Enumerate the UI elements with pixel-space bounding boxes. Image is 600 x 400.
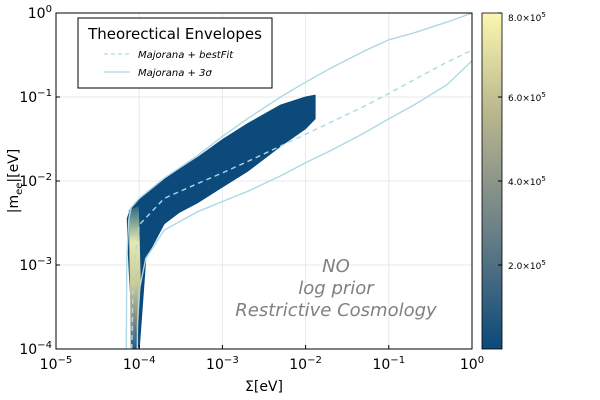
colorbar-tick-label: 4.0×105 (508, 175, 546, 188)
y-axis-label: |mee|[eV] (6, 149, 25, 214)
y-tick-label: 10−2 (19, 172, 52, 190)
annotation-line-3: Restrictive Cosmology (235, 300, 437, 321)
envelope-3sigma-line-2 (136, 60, 472, 349)
legend-entry-bestfit: Majorana + bestFit (138, 50, 234, 61)
x-tick-label: 10−5 (40, 355, 73, 373)
x-tick-label: 100 (460, 355, 484, 373)
y-tick-label: 10−1 (19, 88, 52, 106)
annotation-line-2: log prior (298, 278, 375, 299)
y-tick-label: 10−3 (19, 256, 52, 274)
envelope-3sigma-line-1 (125, 13, 472, 349)
x-axis-label: Σ[eV] (245, 379, 283, 395)
legend: Theorectical Envelopes Majorana + bestFi… (77, 17, 273, 89)
y-axis: 10−4 10−3 10−2 10−1 100 (19, 4, 60, 358)
legend-title: Theorectical Envelopes (87, 25, 262, 43)
x-tick-label: 10−4 (123, 355, 156, 373)
x-tick-label: 10−1 (372, 355, 405, 373)
colorbar-tick-label: 6.0×105 (508, 91, 546, 104)
x-tick-label: 10−2 (289, 355, 322, 373)
colorbar-tick-label: 2.0×105 (508, 259, 546, 272)
legend-entry-3sigma: Majorana + 3σ (138, 68, 212, 79)
annotation-line-1: NO (322, 256, 350, 277)
colorbar: 2.0×105 4.0×105 6.0×105 8.0×105 (481, 11, 546, 350)
x-tick-label: 10−3 (206, 355, 239, 373)
y-tick-label: 100 (28, 4, 52, 22)
legend-box (77, 17, 273, 89)
annotation: NO log prior Restrictive Cosmology (235, 256, 437, 321)
plot-area (125, 13, 472, 349)
y-tick-label: 10−4 (19, 340, 52, 358)
x-axis: 10−5 10−4 10−3 10−2 10−1 100 (40, 345, 484, 373)
colorbar-tick-label: 8.0×105 (508, 11, 546, 24)
envelope-bestfit-line (131, 49, 472, 349)
